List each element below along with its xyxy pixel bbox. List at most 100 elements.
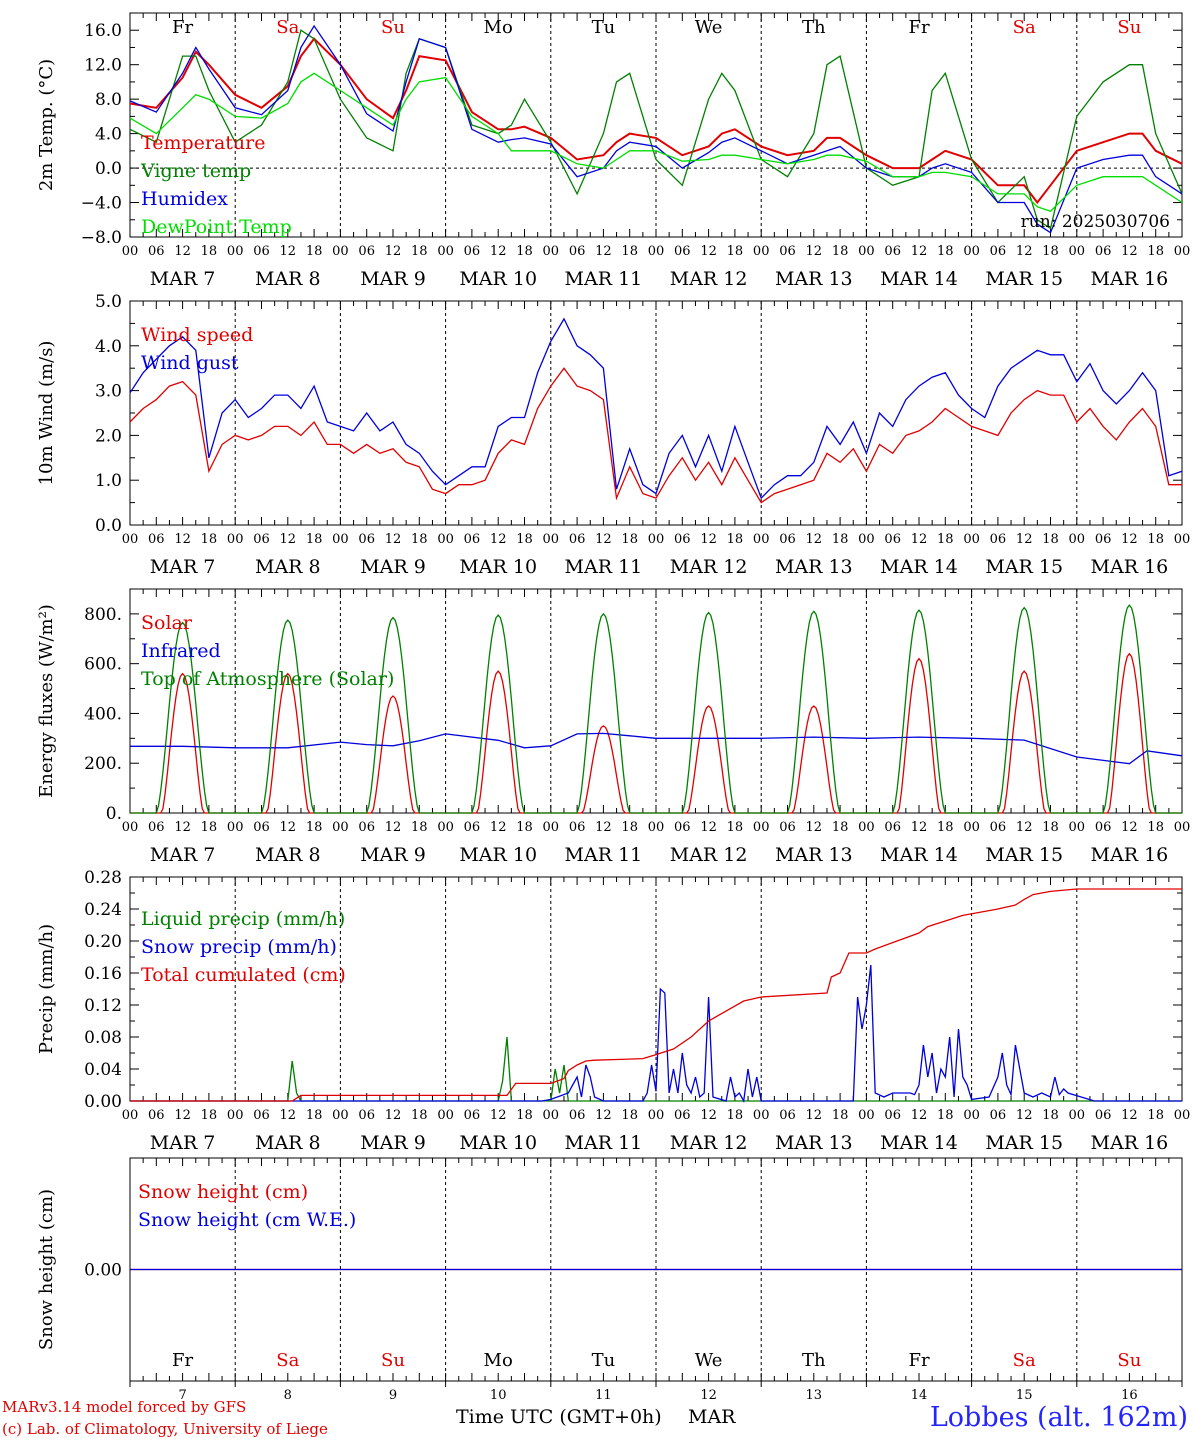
legend-entry: Snow precip (mm/h): [141, 936, 337, 958]
date-label: MAR 14: [880, 844, 958, 866]
hour-tick-label: 18: [1147, 820, 1164, 835]
panel-2: 0.0 1.0 2.0 3.0 4.0 5.0 10m Wind (m/s) Wind spe…: [36, 292, 1190, 578]
hour-tick-label: 06: [253, 244, 270, 259]
model-credit: MARv3.14 model forced by GFS: [2, 1398, 247, 1416]
weekday-label: Sa: [1013, 1350, 1036, 1371]
weekday-label: Tu: [592, 17, 616, 38]
weekday-label: Mo: [484, 17, 513, 38]
legend-entry: Wind speed: [141, 324, 253, 346]
date-label: MAR 9: [360, 1132, 426, 1154]
hour-tick-label: 06: [884, 1108, 901, 1123]
legend-entry: Wind gust: [141, 352, 239, 374]
date-label: MAR 11: [565, 268, 643, 290]
hour-tick-label: 18: [516, 1108, 533, 1123]
date-label: MAR 8: [255, 844, 321, 866]
hour-tick-label: 12: [280, 820, 297, 835]
weekday-label: Th: [802, 1350, 826, 1371]
hour-tick-label: 06: [674, 532, 691, 547]
date-label: MAR 9: [360, 844, 426, 866]
y-tick-label: 0.0: [95, 159, 122, 179]
date-label: MAR 9: [360, 268, 426, 290]
hour-tick-label: 12: [700, 532, 717, 547]
hour-tick-label: 00: [437, 532, 454, 547]
hour-tick-label: 00: [437, 1108, 454, 1123]
weekday-label: Th: [802, 17, 826, 38]
legend-entry: Snow height (cm): [138, 1181, 308, 1203]
hour-tick-label: 06: [1095, 244, 1112, 259]
hour-tick-label: 18: [516, 244, 533, 259]
date-label: MAR 9: [360, 556, 426, 578]
hour-tick-label: 18: [411, 1108, 428, 1123]
hour-tick-label: 06: [990, 532, 1007, 547]
series-line-total-cumulated-cm-: [130, 888, 1182, 1102]
weekday-label: Sa: [276, 1350, 299, 1371]
hour-tick-label: 00: [543, 1108, 560, 1123]
hour-tick-label: 00: [648, 1108, 665, 1123]
date-label: MAR 12: [670, 268, 748, 290]
hour-tick-label: 12: [1016, 244, 1033, 259]
hour-tick-label: 00: [332, 532, 349, 547]
hour-tick-label: 18: [937, 532, 954, 547]
hour-tick-label: 12: [1121, 1108, 1138, 1123]
hour-tick-label: 18: [621, 532, 638, 547]
weekday-label: Fr: [172, 17, 193, 38]
legend-entry: Total cumulated (cm): [141, 964, 346, 986]
hour-tick-label: 00: [858, 532, 875, 547]
hour-tick-label: 00: [227, 532, 244, 547]
day-number: 7: [178, 1388, 186, 1403]
hour-tick-label: 12: [490, 244, 507, 259]
hour-tick-label: 18: [1147, 1108, 1164, 1123]
panel-3: 0. 200. 400. 600. 800. Energy fluxes (W/m²) So…: [36, 588, 1191, 866]
hour-tick-label: 00: [1174, 532, 1191, 547]
panel-5: 0.00 Snow height (cm) Snow height (cm) Snow…: [36, 1157, 1183, 1403]
hour-tick-label: 06: [464, 1108, 481, 1123]
hour-tick-label: 12: [385, 1108, 402, 1123]
hour-tick-label: 06: [884, 244, 901, 259]
hour-tick-label: 00: [1069, 244, 1086, 259]
hour-tick-label: 00: [753, 820, 770, 835]
hour-tick-label: 00: [122, 820, 139, 835]
date-label: MAR 13: [775, 1132, 853, 1154]
hour-tick-label: 06: [990, 244, 1007, 259]
x-axis-month: MAR: [688, 1406, 736, 1428]
series-line-dewpoint-temp: [129, 72, 1183, 212]
hour-tick-label: 06: [148, 1108, 165, 1123]
hour-tick-label: 18: [411, 532, 428, 547]
hour-tick-label: 12: [700, 1108, 717, 1123]
date-label: MAR 10: [459, 268, 537, 290]
y-axis-label: Energy fluxes (W/m²): [36, 604, 57, 798]
y-tick-label: 0.08: [84, 1028, 122, 1048]
y-tick-label: 2.0: [95, 426, 122, 446]
y-tick-label: 4.0: [95, 337, 122, 357]
legend-entry: Top of Atmosphere (Solar): [141, 668, 394, 690]
hour-tick-label: 00: [1069, 532, 1086, 547]
hour-tick-label: 00: [648, 820, 665, 835]
hour-tick-label: 06: [674, 820, 691, 835]
y-tick-label: 0.0: [95, 516, 122, 536]
hour-tick-label: 06: [1095, 1108, 1112, 1123]
hour-tick-label: 06: [884, 820, 901, 835]
hour-tick-label: 00: [963, 820, 980, 835]
weekday-label: Fr: [908, 17, 929, 38]
y-tick-label: 0.28: [84, 868, 122, 888]
series-line-vigne-temp: [129, 29, 1183, 230]
y-axis-label: 2m Temp. (°C): [36, 59, 57, 191]
hour-tick-label: 12: [280, 244, 297, 259]
date-label: MAR 8: [255, 1132, 321, 1154]
hour-tick-label: 12: [385, 820, 402, 835]
y-tick-label: 12.0: [84, 56, 122, 76]
hour-tick-label: 00: [332, 244, 349, 259]
hour-tick-label: 18: [201, 532, 218, 547]
weekday-label: We: [695, 1350, 723, 1371]
hour-tick-label: 06: [148, 820, 165, 835]
series-line-top-of-atmosphere-solar-: [130, 604, 1182, 814]
hour-tick-label: 06: [779, 1108, 796, 1123]
y-tick-label: 0.04: [84, 1060, 122, 1080]
date-label: MAR 15: [985, 268, 1063, 290]
hour-tick-label: 06: [148, 244, 165, 259]
day-number: 15: [1016, 1388, 1033, 1403]
hour-tick-label: 00: [963, 532, 980, 547]
legend-entry: Liquid precip (mm/h): [141, 908, 345, 930]
hour-tick-label: 00: [1174, 820, 1191, 835]
hour-tick-label: 06: [779, 532, 796, 547]
